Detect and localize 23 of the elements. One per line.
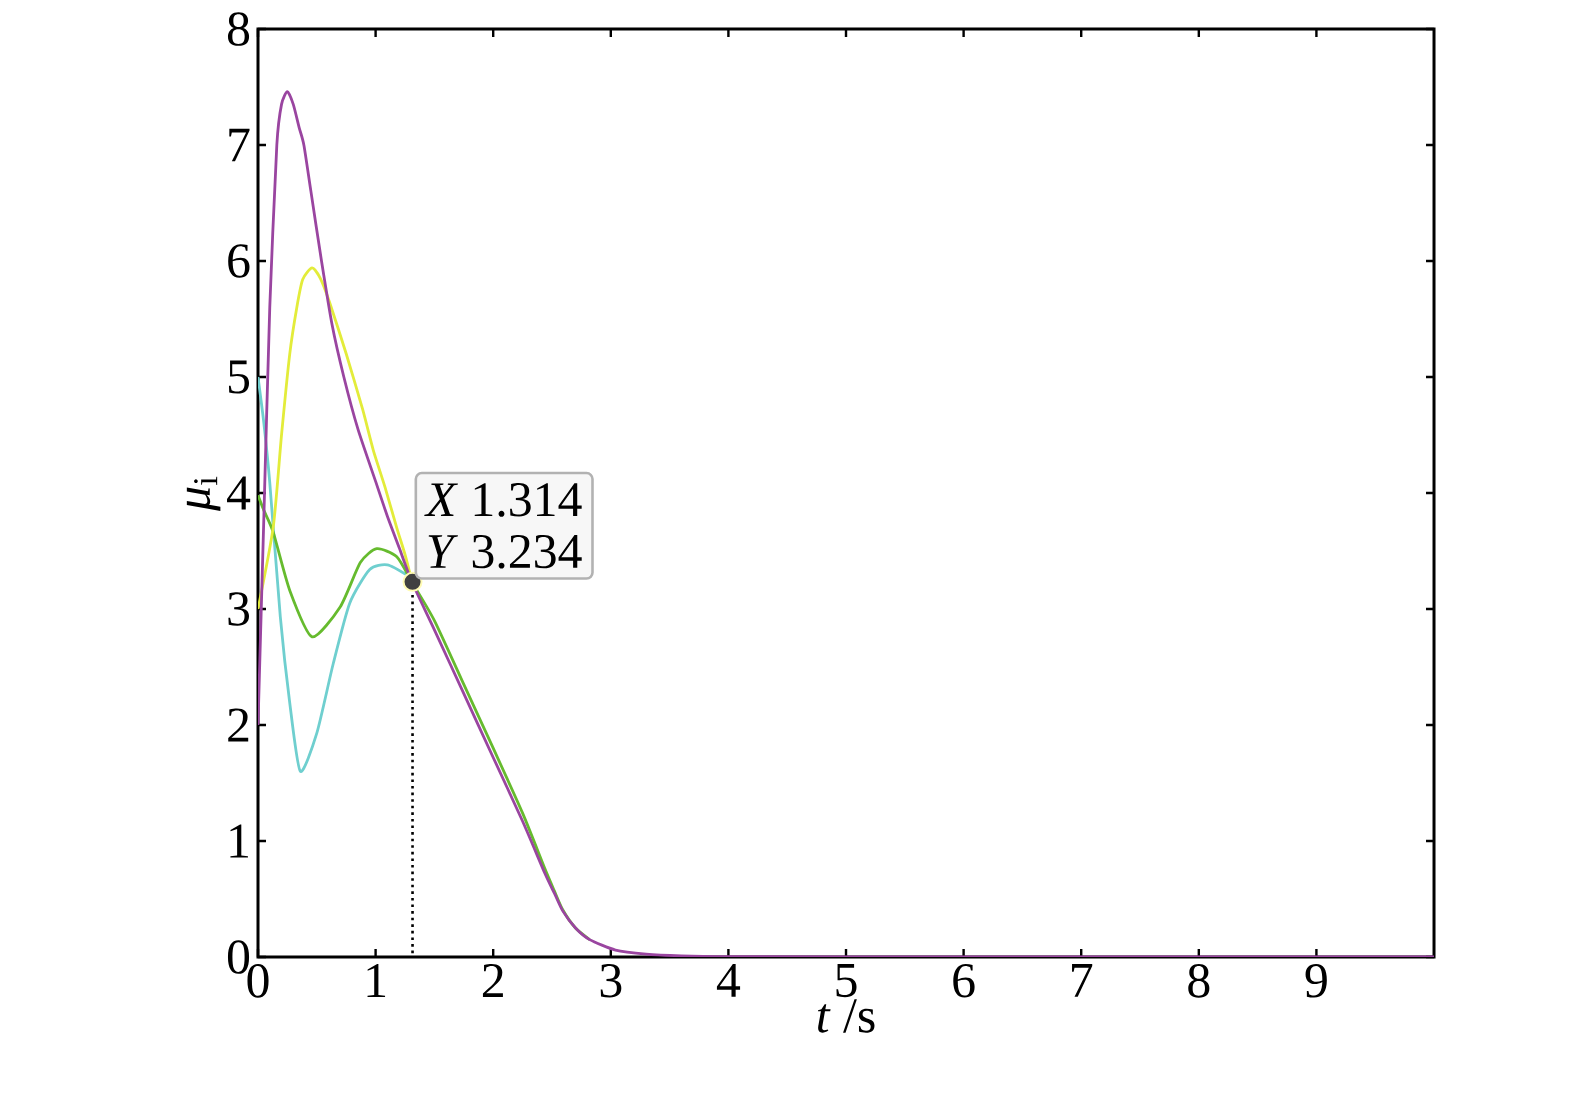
y-tick-label: 4 bbox=[227, 476, 251, 510]
x-tick-label: 8 bbox=[1188, 964, 1210, 998]
x-tick-label: 9 bbox=[1305, 964, 1327, 998]
y-axis-title: μ$_{i}$ bbox=[186, 476, 221, 511]
y-tick-label: 5 bbox=[228, 360, 250, 394]
x-tick-label: 3 bbox=[600, 964, 622, 998]
annotation: X 1.314 bbox=[424, 483, 582, 517]
y-tick-label: 2 bbox=[228, 708, 249, 742]
x-tick-label: 1 bbox=[367, 964, 386, 997]
y-tick-label: 1 bbox=[230, 824, 248, 858]
y-tick-label: 0 bbox=[227, 940, 250, 974]
y-tick-label: 6 bbox=[228, 244, 250, 278]
x-tick-label: 6 bbox=[953, 964, 975, 998]
line-series bbox=[258, 90, 1435, 957]
x-tick-label: 7 bbox=[1072, 964, 1093, 997]
x-tick-label: 4 bbox=[716, 964, 741, 997]
y-tick-label: 7 bbox=[229, 128, 250, 162]
x-axis-title: t /s bbox=[817, 999, 875, 1033]
y-tick-label: 8 bbox=[227, 12, 250, 46]
x-tick-label: 5 bbox=[836, 964, 857, 998]
x-tick-label: 2 bbox=[482, 964, 503, 998]
annotation: Y 3.234 bbox=[428, 534, 582, 569]
y-tick-label: 3 bbox=[228, 592, 250, 626]
